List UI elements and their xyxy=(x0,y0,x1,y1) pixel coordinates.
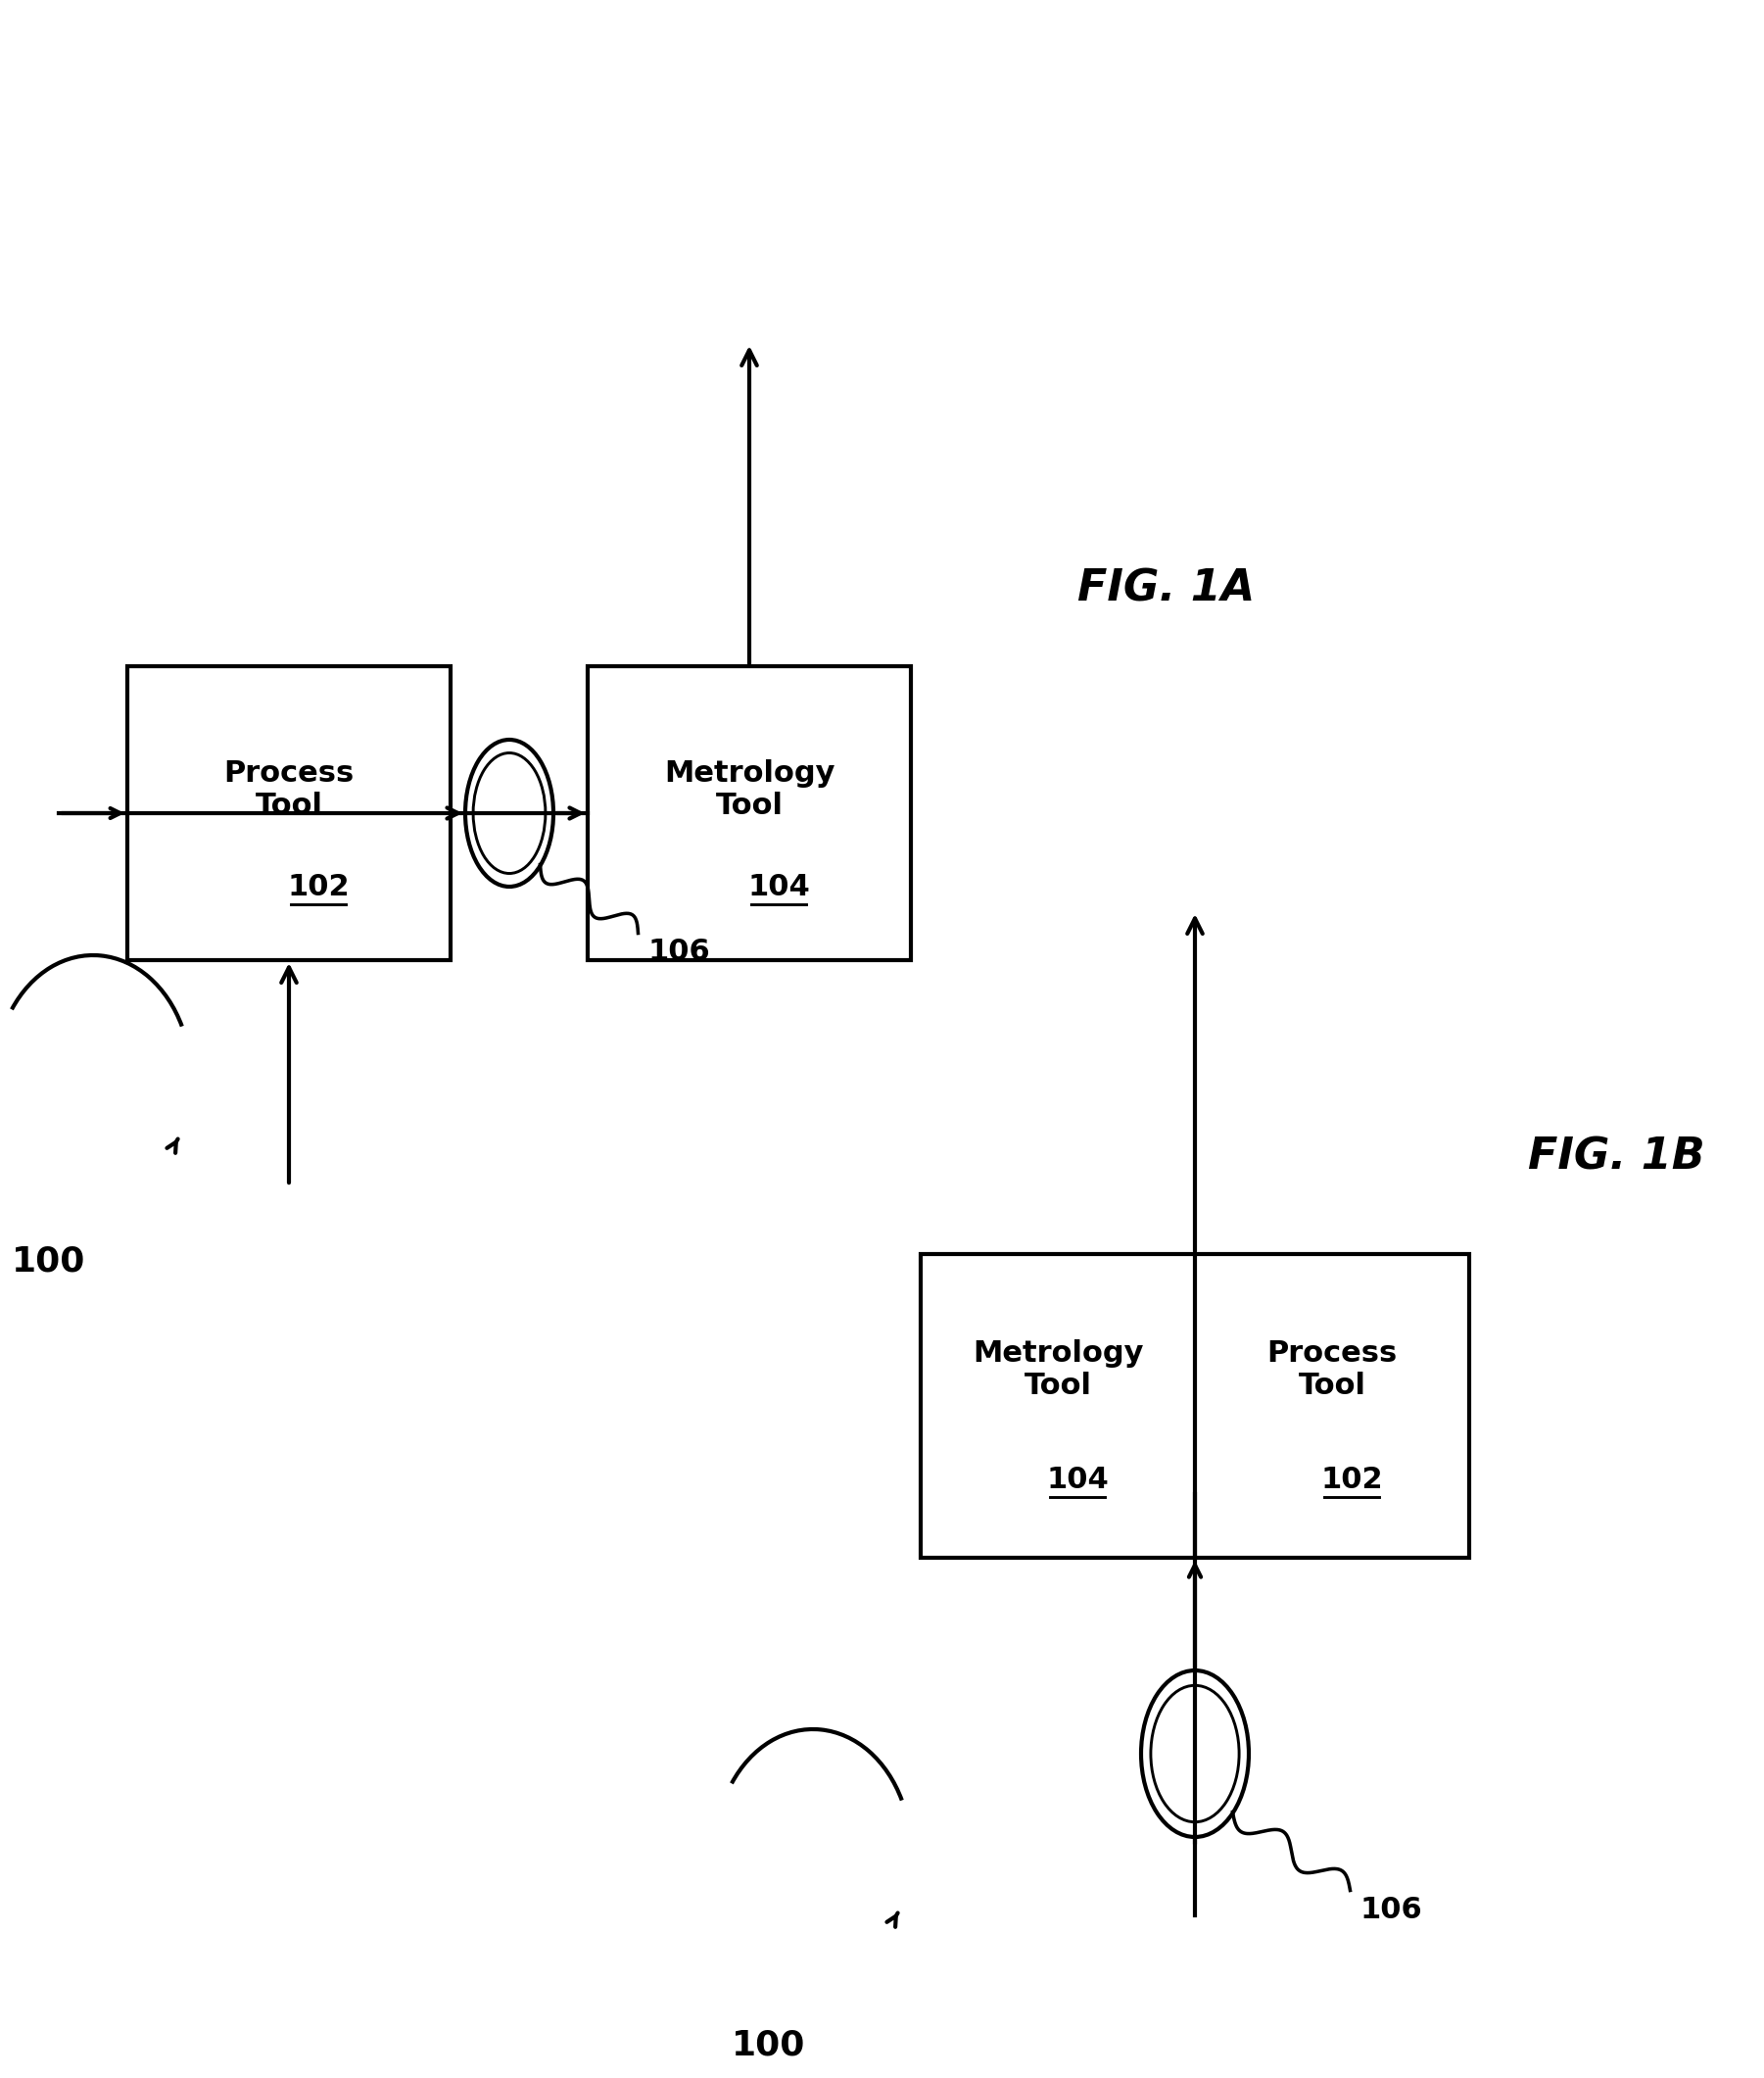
Text: 106: 106 xyxy=(647,937,711,966)
Text: 106: 106 xyxy=(1360,1895,1422,1924)
Text: FIG. 1B: FIG. 1B xyxy=(1528,1137,1704,1178)
Text: Process
Tool: Process Tool xyxy=(224,758,355,821)
Text: FIG. 1A: FIG. 1A xyxy=(1078,567,1254,611)
Ellipse shape xyxy=(466,740,554,887)
Text: Process
Tool: Process Tool xyxy=(1267,1338,1397,1401)
Ellipse shape xyxy=(1141,1671,1249,1837)
Text: 102: 102 xyxy=(288,873,349,902)
Text: 104: 104 xyxy=(748,873,810,902)
Text: 104: 104 xyxy=(1046,1465,1108,1494)
Text: Metrology
Tool: Metrology Tool xyxy=(972,1338,1143,1401)
Text: Metrology
Tool: Metrology Tool xyxy=(663,758,834,821)
Text: 102: 102 xyxy=(1321,1465,1383,1494)
Bar xyxy=(921,1253,1469,1558)
Bar xyxy=(127,667,450,960)
Text: 100: 100 xyxy=(732,2028,806,2061)
Bar xyxy=(587,667,910,960)
Text: 100: 100 xyxy=(12,1245,86,1278)
